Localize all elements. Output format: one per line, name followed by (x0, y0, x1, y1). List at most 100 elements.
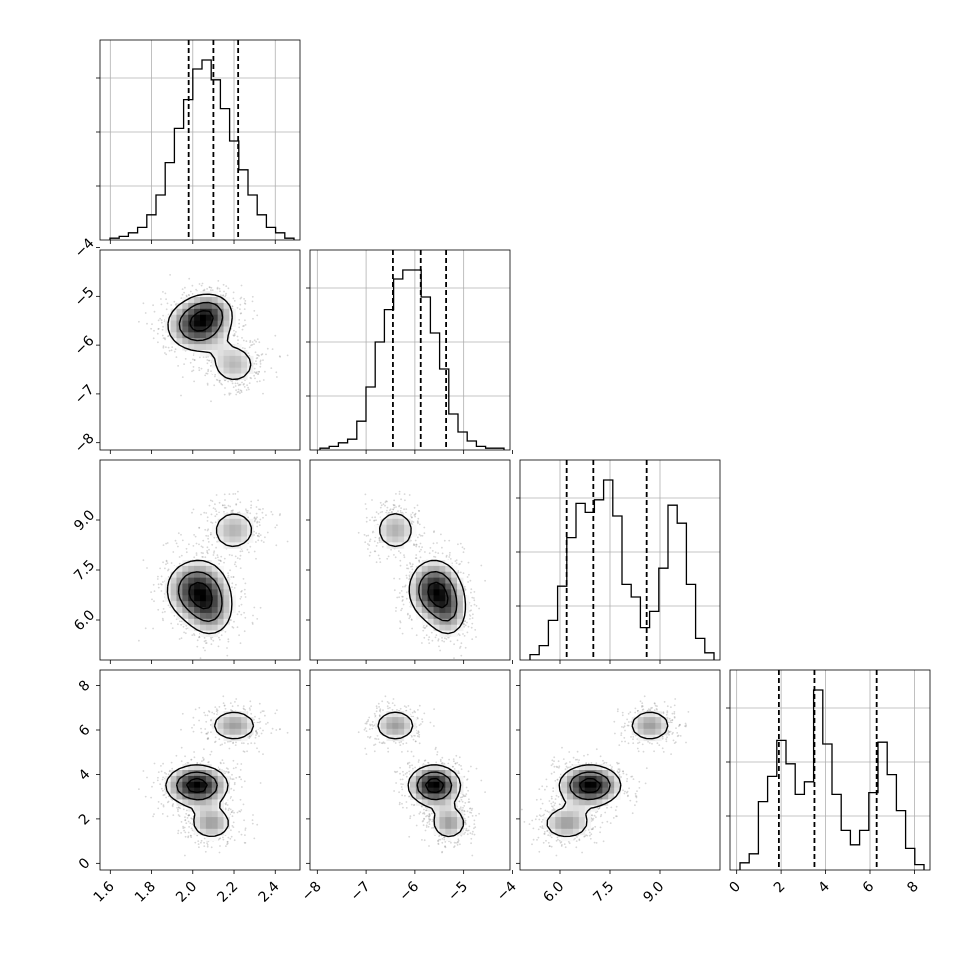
sample-point (403, 508, 405, 511)
sample-point (188, 814, 191, 816)
density-cell (205, 565, 213, 573)
sample-point (422, 629, 425, 632)
density-cell (439, 630, 446, 637)
sample-point (251, 300, 254, 303)
sample-point (205, 732, 208, 735)
density-cell (415, 607, 423, 614)
sample-point (368, 554, 371, 557)
sample-point (208, 711, 211, 713)
density-cell (188, 344, 195, 351)
sample-point (375, 511, 378, 514)
sample-point (200, 551, 203, 554)
sample-point (216, 287, 219, 290)
sample-point (216, 540, 219, 543)
density-cell (247, 530, 254, 537)
sample-point (157, 608, 160, 611)
sample-point (185, 624, 188, 627)
sample-point (387, 555, 390, 558)
sample-point (414, 515, 416, 518)
sample-point (161, 617, 164, 620)
sample-point (231, 626, 234, 628)
sample-point (222, 294, 225, 297)
sample-point (249, 339, 252, 342)
sample-point (177, 829, 180, 832)
sample-point (255, 532, 258, 534)
sample-point (371, 516, 374, 519)
density-cell (205, 624, 213, 632)
sample-point (429, 547, 432, 549)
sample-point (262, 508, 264, 510)
sample-point (368, 540, 371, 543)
sample-point (415, 557, 418, 559)
sample-point (180, 832, 183, 834)
sample-point (220, 555, 223, 558)
sample-point (417, 517, 420, 520)
sample-point (384, 504, 386, 507)
sample-point (225, 506, 228, 509)
sample-point (246, 548, 249, 551)
sample-point (205, 642, 207, 644)
sample-point (369, 519, 371, 521)
sample-point (232, 493, 235, 495)
sample-point (205, 661, 207, 663)
sample-point (253, 362, 256, 365)
scatter-panel-3-0 (96, 669, 301, 874)
sample-point (425, 634, 428, 637)
sample-point (225, 292, 228, 295)
sample-point (245, 509, 248, 512)
sample-point (229, 837, 232, 840)
density-cell (205, 344, 213, 351)
sample-point (402, 585, 404, 588)
sample-point (236, 391, 239, 393)
density-cell (223, 624, 230, 632)
density-cell (229, 612, 236, 620)
sample-point (412, 521, 415, 523)
density-cell (457, 595, 464, 602)
sample-point (419, 556, 422, 559)
sample-point (441, 637, 443, 639)
sample-point (208, 504, 211, 507)
sample-point (165, 298, 168, 301)
sample-point (401, 595, 403, 598)
density-cell (229, 542, 236, 549)
sample-point (188, 814, 191, 816)
sample-point (223, 557, 226, 560)
sample-point (376, 542, 379, 544)
density-cell (200, 332, 207, 339)
density-cell (211, 624, 219, 632)
sample-point (262, 516, 264, 519)
sample-point (259, 360, 262, 363)
density-cell (170, 595, 177, 602)
sample-point (364, 503, 367, 505)
density-cell (451, 624, 458, 632)
sample-point (244, 347, 246, 350)
sample-point (238, 322, 241, 325)
sample-point (219, 845, 221, 847)
sample-point (204, 639, 207, 642)
sample-point (233, 789, 235, 792)
sample-point (250, 504, 253, 507)
density-cell (223, 601, 230, 608)
sample-point (195, 288, 198, 291)
density-cell (194, 583, 201, 590)
sample-point (240, 603, 243, 606)
density-cell (205, 314, 213, 322)
sample-point (234, 382, 237, 385)
density-cell (386, 518, 393, 526)
sample-point (239, 550, 242, 553)
sample-point (392, 508, 394, 511)
density-cell (194, 624, 201, 632)
sample-point (244, 593, 246, 595)
density-cell (241, 361, 248, 369)
sample-point (231, 305, 234, 308)
sample-point (256, 823, 259, 826)
density-cell (241, 512, 248, 520)
sample-point (398, 505, 400, 508)
sample-point (211, 500, 214, 502)
density-cell (211, 350, 219, 357)
density-cell (182, 326, 189, 333)
sample-point (228, 554, 231, 556)
sample-point (378, 537, 381, 540)
sample-point (431, 639, 434, 642)
density-cell (217, 565, 225, 573)
